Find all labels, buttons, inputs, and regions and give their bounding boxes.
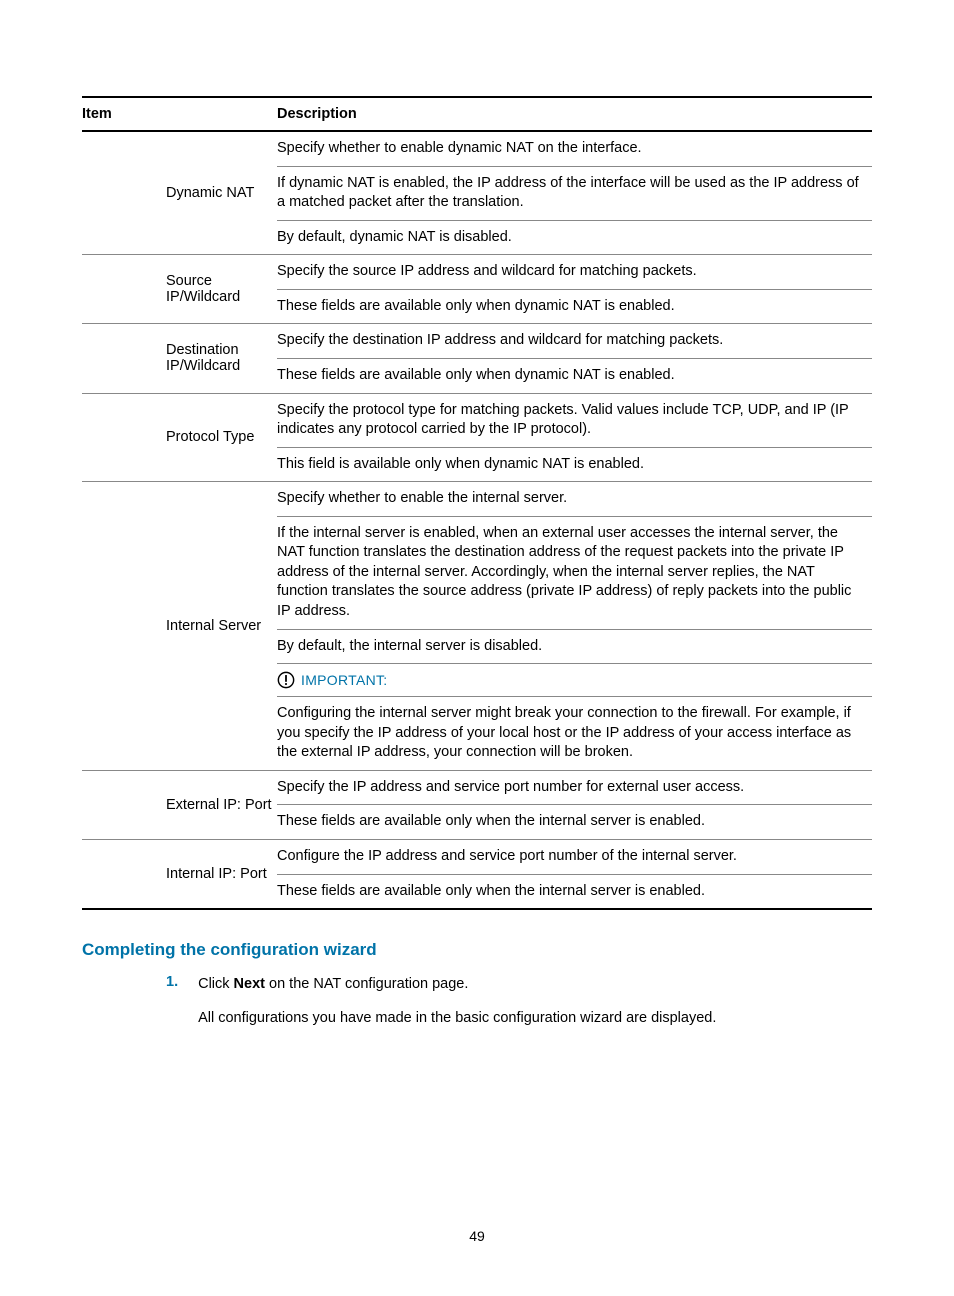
desc-paragraph: Specify whether to enable the internal s… [277, 482, 872, 517]
configuration-table: Item Description Dynamic NAT Specify whe… [82, 96, 872, 910]
desc-paragraph: By default, the internal server is disab… [277, 630, 872, 665]
table-row: Dynamic NAT Specify whether to enable dy… [82, 131, 872, 255]
desc-paragraph: If the internal server is enabled, when … [277, 517, 872, 630]
desc-paragraph: These fields are available only when dyn… [277, 290, 872, 324]
item-cell-dynamic-nat: Dynamic NAT [82, 131, 277, 255]
table-row: Internal IP: Port Configure the IP addre… [82, 839, 872, 909]
desc-paragraph: This field is available only when dynami… [277, 448, 872, 482]
page-number: 49 [469, 1228, 485, 1244]
desc-cell-internal-ip-port: Configure the IP address and service por… [277, 839, 872, 909]
table-row: External IP: Port Specify the IP address… [82, 770, 872, 839]
item-cell-source-ip: Source IP/Wildcard [82, 255, 277, 324]
desc-paragraph: Specify whether to enable dynamic NAT on… [277, 132, 872, 167]
desc-paragraph: Specify the protocol type for matching p… [277, 394, 872, 448]
table-row: Protocol Type Specify the protocol type … [82, 393, 872, 482]
desc-paragraph: If dynamic NAT is enabled, the IP addres… [277, 167, 872, 221]
list-item: 1. Click Next on the NAT configuration p… [166, 974, 872, 1029]
important-callout: IMPORTANT: [277, 664, 872, 697]
list-content: Click Next on the NAT configuration page… [198, 974, 716, 1029]
desc-paragraph: These fields are available only when dyn… [277, 359, 872, 393]
list-number: 1. [166, 974, 178, 1029]
desc-cell-internal-server: Specify whether to enable the internal s… [277, 482, 872, 771]
text-click-suffix: on the NAT configuration page. [265, 976, 468, 992]
item-cell-internal-ip-port: Internal IP: Port [82, 839, 277, 909]
desc-paragraph: These fields are available only when the… [277, 805, 872, 839]
desc-cell-destination-ip: Specify the destination IP address and w… [277, 324, 872, 393]
list-step-text: Click Next on the NAT configuration page… [198, 974, 716, 994]
item-cell-protocol-type: Protocol Type [82, 393, 277, 482]
desc-paragraph: By default, dynamic NAT is disabled. [277, 221, 872, 255]
section-heading-completing-wizard: Completing the configuration wizard [82, 940, 872, 960]
table-row: Internal Server Specify whether to enabl… [82, 482, 872, 771]
instructions-list: 1. Click Next on the NAT configuration p… [82, 974, 872, 1029]
table-header-item: Item [82, 97, 277, 131]
list-followup-text: All configurations you have made in the … [198, 1008, 716, 1028]
important-icon [277, 671, 295, 689]
desc-cell-source-ip: Specify the source IP address and wildca… [277, 255, 872, 324]
item-cell-external-ip-port: External IP: Port [82, 770, 277, 839]
text-click-bold: Next [234, 976, 265, 992]
desc-paragraph: Configure the IP address and service por… [277, 840, 872, 875]
desc-paragraph: These fields are available only when the… [277, 875, 872, 909]
desc-cell-dynamic-nat: Specify whether to enable dynamic NAT on… [277, 131, 872, 255]
desc-paragraph: Specify the IP address and service port … [277, 771, 872, 806]
desc-cell-protocol-type: Specify the protocol type for matching p… [277, 393, 872, 482]
desc-cell-external-ip-port: Specify the IP address and service port … [277, 770, 872, 839]
table-header-description: Description [277, 97, 872, 131]
desc-paragraph: Specify the source IP address and wildca… [277, 255, 872, 290]
table-row: Destination IP/Wildcard Specify the dest… [82, 324, 872, 393]
desc-paragraph-important-text: Configuring the internal server might br… [277, 697, 872, 770]
item-cell-internal-server: Internal Server [82, 482, 277, 771]
item-cell-destination-ip: Destination IP/Wildcard [82, 324, 277, 393]
page-container: Item Description Dynamic NAT Specify whe… [0, 0, 954, 1029]
important-label: IMPORTANT: [301, 672, 388, 688]
table-row: Source IP/Wildcard Specify the source IP… [82, 255, 872, 324]
desc-paragraph: Specify the destination IP address and w… [277, 324, 872, 359]
table-header-row: Item Description [82, 97, 872, 131]
text-click-prefix: Click [198, 976, 233, 992]
